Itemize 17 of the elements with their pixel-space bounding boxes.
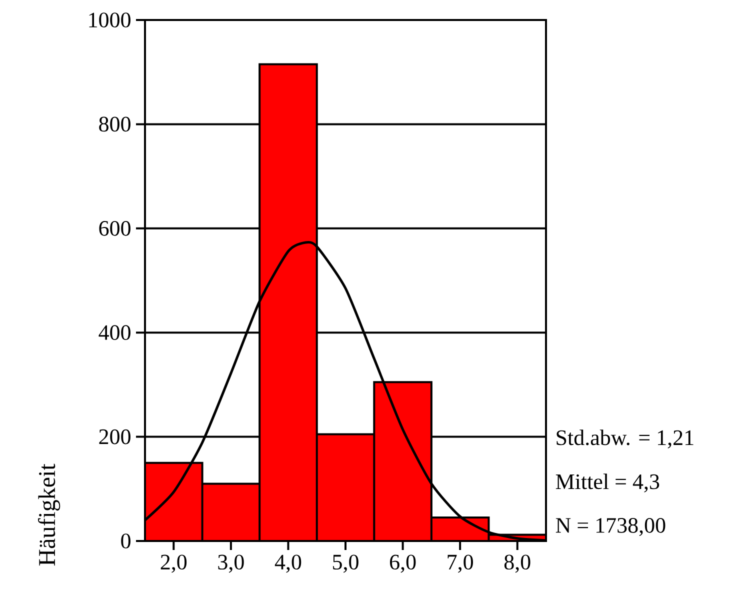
x-tick-label: 7,0	[448, 554, 473, 573]
y-axis-title: Häufigkeit	[38, 464, 60, 566]
y-tick-label: 400	[98, 325, 130, 340]
y-tick-label: 0	[121, 534, 130, 548]
x-tick-label: 4,0	[274, 554, 302, 573]
y-tick-label: 600	[99, 220, 130, 236]
x-tick-label: 3,0	[218, 554, 244, 573]
text: Mittel = 4,3	[556, 474, 660, 492]
x-tick-label: 5,0	[333, 554, 358, 573]
text: N = 1738,00	[556, 518, 666, 536]
x-tick-label: 8,0	[504, 554, 530, 573]
x-tick-label: 2,0	[160, 554, 187, 573]
x-tick-label: 6,0	[390, 554, 416, 573]
y-tick-label: 200	[99, 429, 130, 444]
y-tick-label: 800	[99, 116, 130, 132]
y-tick-label: 1000	[89, 12, 130, 28]
text: Std.abw. = 1,21	[556, 430, 694, 448]
